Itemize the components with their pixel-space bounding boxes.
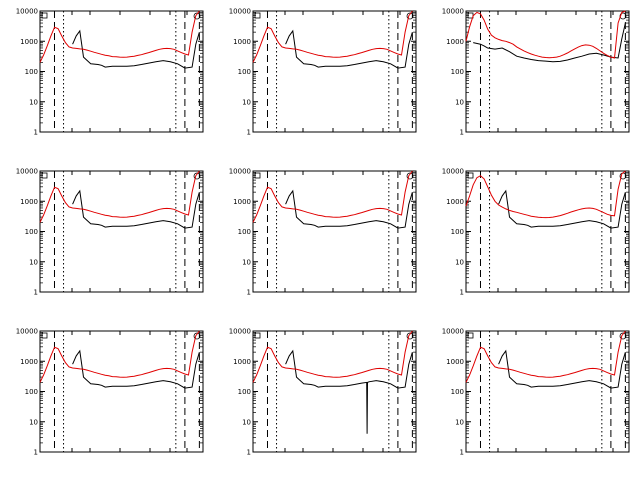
corner-circle-marker: [619, 12, 627, 20]
y-tick-label: 100: [238, 388, 251, 396]
corner-circle-marker: [406, 172, 414, 180]
y-tick-label: 1000: [446, 38, 464, 46]
corner-square-marker: [467, 172, 474, 179]
chart-panel-6: 1 10 100 1000 10000: [442, 168, 630, 297]
chart-panel-2: 1 10 100 1000 10000: [229, 8, 417, 137]
chart-panel-4: 1 10 100 1000 10000: [16, 168, 204, 297]
y-tick-label: 10: [242, 258, 251, 266]
series-events-line: [72, 189, 200, 229]
chart-panel-3: 1 10 100 1000 10000: [442, 8, 630, 137]
corner-circle-marker: [193, 332, 201, 340]
series-events-line: [498, 349, 626, 389]
corner-square-marker: [41, 12, 48, 19]
corner-square-marker: [41, 172, 48, 179]
series-events-line: [285, 349, 413, 434]
y-tick-label: 1: [460, 289, 464, 297]
corner-circle-marker: [406, 12, 414, 20]
plot-frame: [39, 10, 204, 133]
corner-square-marker: [254, 332, 261, 339]
y-tick-label: 10: [242, 98, 251, 106]
plot-frame: [39, 170, 204, 293]
y-tick-label: 100: [238, 228, 251, 236]
plot-frame: [252, 170, 417, 293]
y-tick-label: 100: [451, 68, 464, 76]
plot-frame: [39, 330, 204, 453]
y-tick-label: 10: [29, 258, 38, 266]
series-events-line: [72, 349, 200, 389]
plot-frame: [252, 10, 417, 133]
series-events-line: [473, 22, 626, 63]
y-tick-label: 100: [451, 388, 464, 396]
plot-frame: [465, 170, 630, 293]
y-tick-label: 1000: [20, 38, 38, 46]
chart-panel-7: 1 10 100 1000 10000: [16, 328, 204, 457]
corner-circle-marker: [193, 12, 201, 20]
y-tick-label: 100: [238, 68, 251, 76]
y-tick-label: 1: [247, 449, 251, 457]
corner-square-marker: [467, 332, 474, 339]
y-tick-label: 1000: [20, 358, 38, 366]
y-tick-label: 1: [247, 129, 251, 137]
y-tick-label: 10000: [442, 8, 464, 16]
chart-panel-9: 1 10 100 1000 10000: [442, 328, 630, 457]
y-tick-label: 100: [25, 228, 38, 236]
y-tick-label: 10000: [229, 328, 251, 336]
y-tick-label: 10000: [16, 8, 38, 16]
y-tick-label: 1000: [446, 198, 464, 206]
series-events-line: [285, 29, 413, 69]
y-tick-label: 1000: [233, 198, 251, 206]
corner-square-marker: [41, 332, 48, 339]
y-tick-label: 1: [460, 449, 464, 457]
corner-circle-marker: [406, 332, 414, 340]
corner-circle-marker: [619, 332, 627, 340]
y-tick-label: 10000: [16, 168, 38, 176]
series-lld-line: [465, 170, 626, 219]
y-tick-label: 100: [25, 388, 38, 396]
y-tick-label: 1000: [446, 358, 464, 366]
chart-panel-1: 1 10 100 1000 10000: [16, 8, 204, 137]
plot-frame: [465, 330, 630, 453]
series-lld-line: [39, 170, 200, 223]
series-events-line: [498, 189, 626, 229]
series-lld-line: [252, 170, 413, 223]
corner-circle-marker: [193, 172, 201, 180]
y-tick-label: 10: [455, 258, 464, 266]
y-tick-label: 1: [247, 289, 251, 297]
corner-square-marker: [254, 172, 261, 179]
chart-panel-8: 1 10 100 1000 10000: [229, 328, 417, 457]
y-tick-label: 10000: [442, 168, 464, 176]
series-lld-line: [39, 10, 200, 63]
y-tick-label: 10000: [229, 8, 251, 16]
y-tick-label: 10000: [16, 328, 38, 336]
y-tick-label: 10: [29, 418, 38, 426]
series-lld-line: [252, 10, 413, 63]
y-tick-label: 10: [455, 98, 464, 106]
series-events-line: [285, 189, 413, 229]
y-tick-label: 1: [34, 289, 38, 297]
plot-frame: [465, 10, 630, 133]
y-tick-label: 100: [25, 68, 38, 76]
series-events-line: [72, 29, 200, 69]
chart-panel-5: 1 10 100 1000 10000: [229, 168, 417, 297]
y-tick-label: 1000: [233, 38, 251, 46]
series-lld-line: [252, 330, 413, 383]
y-tick-label: 10: [29, 98, 38, 106]
y-tick-label: 1: [460, 129, 464, 137]
y-tick-label: 10: [242, 418, 251, 426]
y-tick-label: 1000: [20, 198, 38, 206]
plot-frame: [252, 330, 417, 453]
series-lld-line: [465, 330, 626, 383]
corner-square-marker: [254, 12, 261, 19]
y-tick-label: 100: [451, 228, 464, 236]
y-tick-label: 1000: [233, 358, 251, 366]
y-tick-label: 1: [34, 129, 38, 137]
y-tick-label: 1: [34, 449, 38, 457]
y-tick-label: 10: [455, 418, 464, 426]
y-tick-label: 10000: [442, 328, 464, 336]
y-tick-label: 10000: [229, 168, 251, 176]
series-lld-line: [39, 330, 200, 383]
series-lld-line: [465, 10, 626, 59]
